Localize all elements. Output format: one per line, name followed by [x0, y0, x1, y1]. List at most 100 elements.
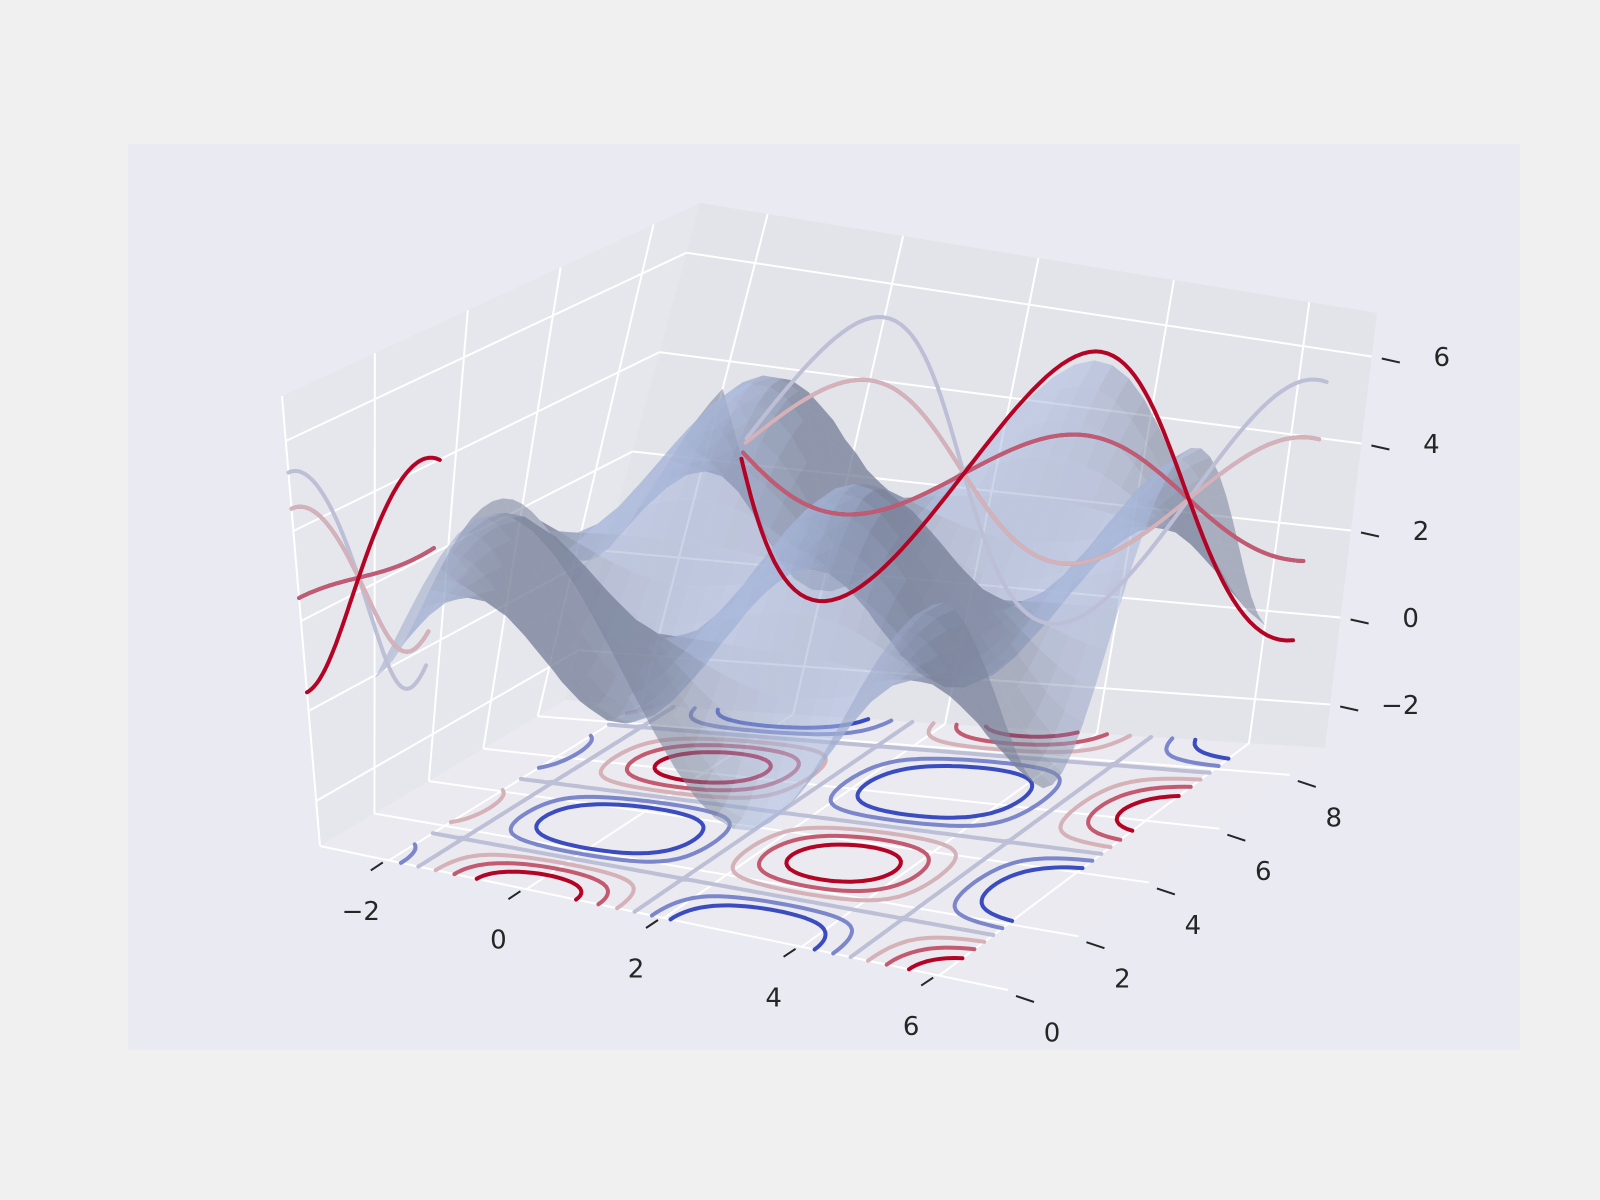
surface-patch: [761, 574, 791, 613]
y-tick-label: 6: [1255, 857, 1272, 887]
surface-patch: [1024, 767, 1053, 789]
left-wall-curve: [305, 455, 442, 695]
surface-patch: [977, 693, 1006, 725]
surface-patch: [1044, 385, 1080, 421]
surface-patch: [457, 518, 487, 535]
surface-patch: [958, 690, 988, 718]
x-tick-mark: [920, 976, 934, 987]
surface-patch: [751, 375, 782, 387]
surface-patch: [824, 413, 849, 446]
surface-patch: [1182, 534, 1209, 557]
surface-patch: [624, 647, 655, 690]
surface-patch: [457, 594, 487, 602]
axis-ticks: −2 0 2 4 6 0 2 4 6 8 −2 0 2 4 6: [342, 343, 1450, 1049]
surface-patch: [948, 557, 976, 589]
surface-patch: [617, 710, 646, 724]
y-tick-mark: [1015, 995, 1035, 1003]
surface-patch: [1116, 484, 1149, 522]
surface-patch: [803, 413, 830, 450]
surface-patch: [657, 463, 692, 503]
surface-patch: [724, 401, 758, 431]
surface-patch: [609, 696, 637, 717]
surface-patch: [635, 690, 665, 735]
surface-patch: [1021, 542, 1056, 583]
surface-patch: [572, 647, 601, 678]
surface-patch: [1112, 531, 1144, 571]
surface-patch: [587, 515, 618, 535]
surface-patch: [913, 508, 943, 538]
surface-patch: [1239, 601, 1266, 626]
surface-patch: [695, 787, 724, 818]
surface-patch: [759, 651, 789, 697]
surface-patch: [614, 651, 645, 697]
surface-patch: [980, 416, 1017, 456]
surface-patch: [1003, 606, 1032, 631]
surface-patch: [1009, 420, 1045, 461]
surface-patch: [787, 391, 815, 421]
surface-patch: [694, 725, 723, 771]
surface-patch: [742, 579, 772, 617]
surface-patch: [731, 375, 763, 391]
surface-patch: [833, 708, 862, 747]
surface-patch: [434, 553, 463, 581]
surface-patch: [1232, 586, 1258, 615]
y-tick-label: 2: [1114, 965, 1131, 995]
y-tick-label: 0: [1044, 1019, 1061, 1049]
surface-patch: [650, 443, 685, 483]
surface-patch: [575, 556, 606, 590]
surface-patch: [973, 621, 1001, 665]
surface-patch: [769, 767, 798, 801]
surface-patch: [563, 551, 595, 583]
surface-patch: [788, 699, 817, 739]
surface-patch: [671, 431, 706, 471]
surface-patch: [552, 670, 581, 702]
surface-patch: [503, 560, 533, 588]
surface-patch: [625, 615, 656, 644]
surface-patch: [788, 774, 816, 807]
surface-patch: [576, 533, 607, 553]
surface-patch: [562, 666, 591, 698]
x-tick-label: 6: [903, 1012, 920, 1042]
surface-patch: [638, 578, 670, 623]
surface-patch: [710, 427, 744, 464]
surface-patch: [521, 559, 552, 588]
surface-patch: [674, 650, 704, 683]
surface-patch: [877, 631, 907, 661]
surface-patch: [750, 690, 779, 736]
surface-patch: [998, 699, 1026, 742]
surface-patch: [760, 735, 789, 773]
grid-x-floor: [388, 703, 642, 862]
surface-patch: [816, 661, 846, 700]
surface-patch: [1076, 643, 1107, 689]
surface-patch: [824, 484, 855, 498]
x-tick-label: −2: [342, 897, 380, 927]
surface-patch: [869, 655, 899, 685]
surface-patch: [1075, 508, 1108, 542]
surface-patch: [707, 547, 740, 587]
surface-patch: [684, 639, 714, 663]
surface-patch: [1104, 507, 1137, 547]
surface-patch: [423, 553, 452, 584]
surface-patch: [821, 512, 852, 545]
surface-patch: [694, 621, 724, 642]
surface-patch: [722, 716, 751, 762]
z-tick-mark: [1360, 531, 1380, 538]
surface-patch: [1051, 459, 1086, 505]
surface-patch: [908, 642, 939, 667]
z-tick-label: −2: [1381, 691, 1419, 721]
surface-patch: [528, 537, 560, 564]
left-wall-curve: [286, 469, 429, 691]
surface-patch: [747, 440, 779, 486]
surface-patch: [935, 609, 966, 631]
surface-patch: [584, 579, 615, 614]
surface-patch: [620, 571, 651, 616]
surface-patch: [462, 537, 492, 564]
surface-patch: [704, 770, 733, 808]
y-tick-label: 8: [1326, 803, 1343, 833]
surface-patch: [1073, 546, 1105, 581]
surface-patch: [417, 579, 445, 611]
surface-patch: [839, 518, 870, 557]
surface-patch: [906, 566, 935, 613]
surface-patch: [1046, 665, 1077, 711]
surface-patch: [1050, 603, 1081, 636]
